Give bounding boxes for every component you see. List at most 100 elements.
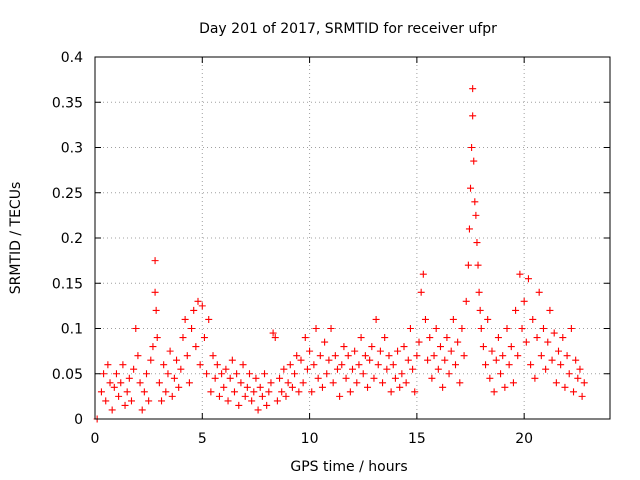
data-point (381, 334, 389, 342)
data-point (104, 361, 112, 369)
data-point (237, 379, 245, 387)
data-point (557, 361, 565, 369)
data-point (443, 334, 451, 342)
data-point (452, 361, 459, 369)
data-point (241, 392, 249, 400)
data-point (507, 343, 515, 351)
data-point (188, 325, 196, 332)
data-point (299, 379, 307, 387)
data-point (293, 352, 301, 360)
data-point (160, 361, 168, 369)
data-point (561, 383, 569, 391)
data-point (449, 315, 457, 323)
data-point (164, 370, 172, 378)
data-point (512, 306, 520, 314)
data-point (140, 388, 148, 396)
data-point (170, 374, 178, 382)
data-point (162, 388, 170, 396)
data-point (344, 352, 352, 360)
data-point (514, 352, 522, 360)
data-point (409, 365, 417, 373)
data-point (494, 334, 502, 342)
data-point (413, 352, 421, 360)
data-point (310, 361, 318, 369)
data-point (198, 302, 206, 310)
data-point (282, 392, 290, 400)
data-point (136, 379, 144, 387)
data-point (544, 338, 552, 346)
data-point (559, 334, 567, 342)
data-point (372, 315, 380, 323)
data-point (273, 397, 281, 405)
data-point (132, 325, 140, 332)
data-point (138, 406, 146, 414)
data-point (424, 356, 432, 364)
data-point (505, 361, 513, 369)
data-point (318, 383, 326, 391)
data-point (190, 306, 198, 314)
data-point (432, 325, 440, 332)
data-point (462, 297, 470, 305)
data-point (115, 392, 123, 400)
data-point (524, 275, 532, 283)
data-point (321, 338, 329, 346)
data-point (428, 374, 436, 382)
data-point (486, 374, 494, 382)
data-point (340, 343, 348, 351)
data-point (200, 334, 208, 342)
data-point (406, 325, 414, 332)
data-point (351, 347, 359, 355)
data-point (417, 288, 425, 296)
data-point (346, 388, 354, 396)
x-axis-ticks: 0 5 10 15 20 (91, 57, 533, 447)
grid (95, 57, 610, 419)
data-point (411, 388, 419, 396)
data-point (117, 379, 125, 387)
data-point (535, 288, 543, 296)
data-point (550, 329, 558, 337)
data-point (106, 379, 114, 387)
data-point (246, 370, 253, 378)
data-points (93, 85, 588, 423)
data-point (252, 374, 260, 382)
data-point (396, 383, 404, 391)
data-point (220, 383, 228, 391)
data-point (537, 352, 545, 360)
data-point (297, 356, 305, 364)
data-point (391, 374, 399, 382)
data-point (473, 239, 481, 247)
data-point (100, 370, 108, 378)
x-tick-label: 10 (301, 431, 319, 447)
data-point (316, 352, 324, 360)
data-point (539, 325, 547, 332)
data-point (465, 225, 473, 233)
data-point (469, 112, 477, 120)
y-tick-label: 0.05 (52, 367, 83, 383)
data-point (110, 383, 118, 391)
data-point (224, 397, 232, 405)
data-point (357, 334, 365, 342)
data-point (338, 361, 346, 369)
data-point (533, 334, 541, 342)
data-point (112, 370, 120, 378)
data-point (469, 85, 477, 93)
data-point (394, 347, 402, 355)
data-point (152, 306, 160, 314)
data-point (361, 352, 369, 360)
data-point (542, 365, 550, 373)
data-point (570, 388, 578, 396)
data-point (359, 370, 367, 378)
data-point (207, 388, 215, 396)
data-point (434, 365, 442, 373)
data-point (522, 338, 530, 346)
data-point (349, 365, 356, 373)
data-point (127, 397, 135, 405)
data-point (479, 343, 487, 351)
data-point (276, 374, 284, 382)
data-point (306, 347, 314, 355)
data-point (439, 383, 447, 391)
data-point (286, 361, 294, 369)
data-point (145, 397, 153, 405)
data-point (303, 365, 311, 373)
data-point (235, 401, 243, 409)
